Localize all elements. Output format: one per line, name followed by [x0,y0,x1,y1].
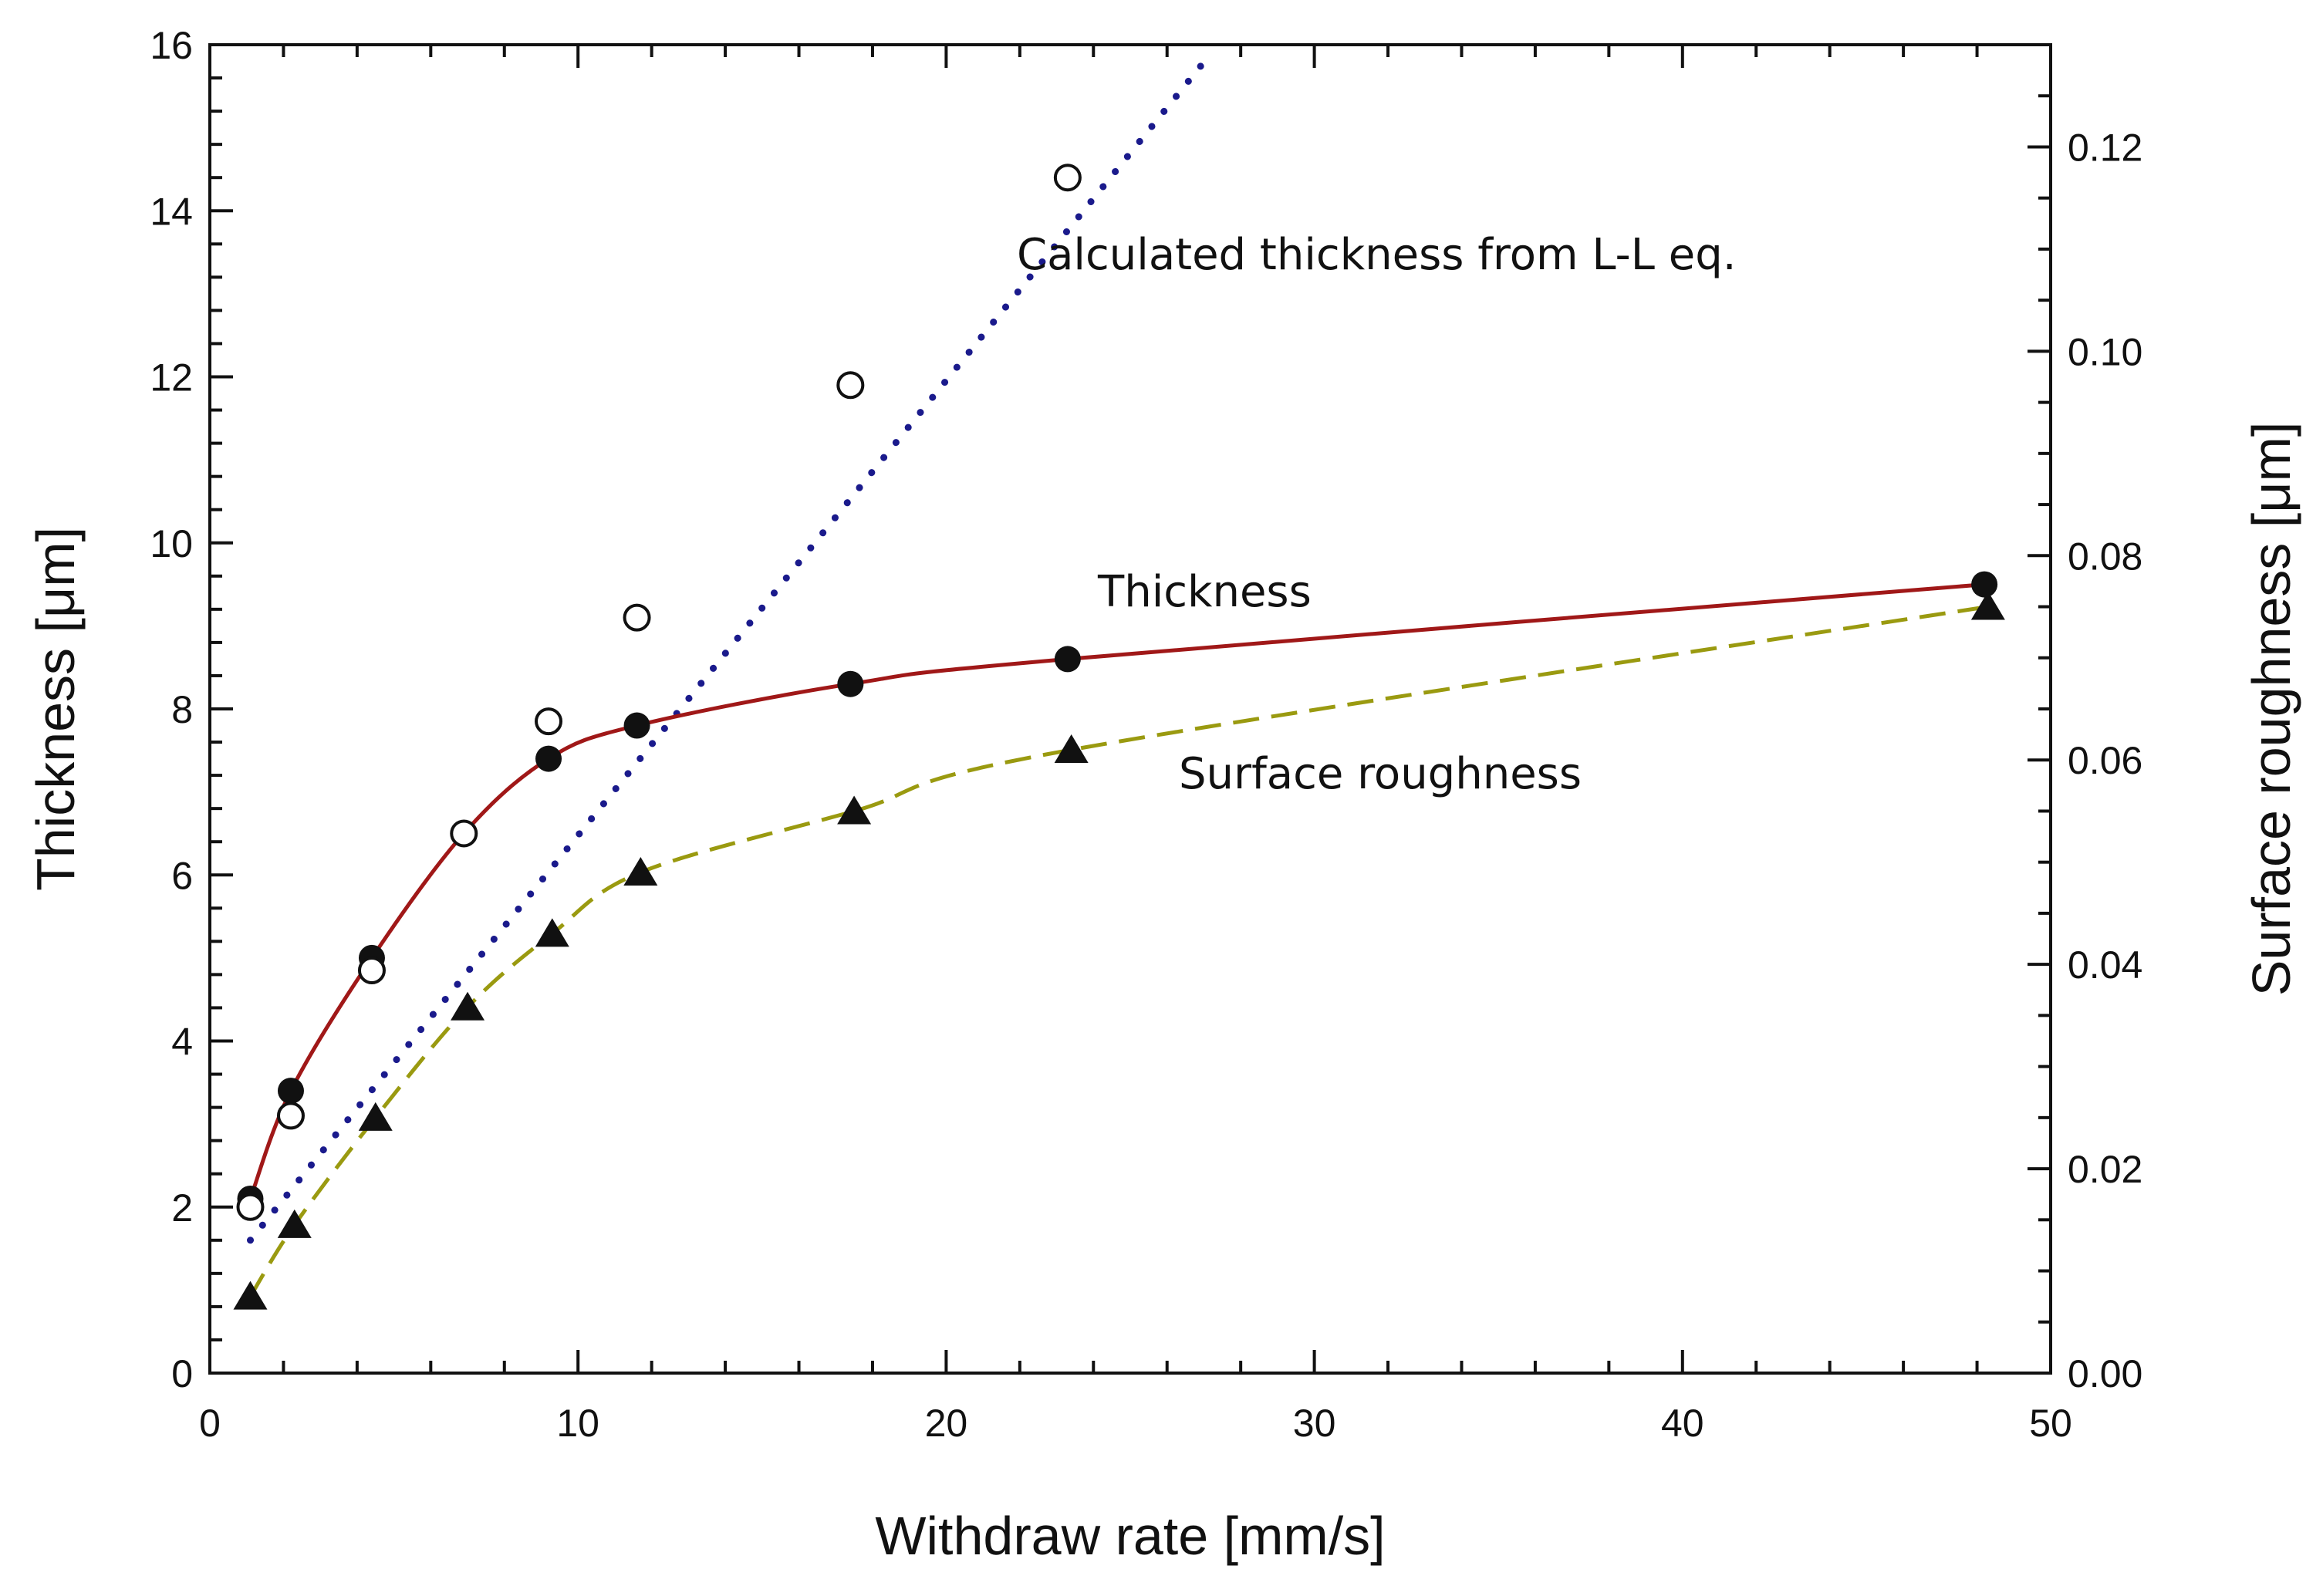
series-thickness-point [535,745,562,772]
series-roughness-point [233,1281,268,1310]
series-thickness-point [1054,646,1081,673]
marker-layer [233,164,2005,1310]
x-tick-label: 40 [1661,1402,1704,1445]
y2-tick-label: 0.04 [2068,943,2142,987]
y-ticks: 0 2 4 6 8 10 12 14 16 [150,24,233,1395]
y2-tick-label: 0.02 [2068,1148,2142,1191]
y2-tick-label: 0.06 [2068,739,2142,782]
series-roughness-point [837,795,872,825]
line-layer [248,582,1989,1298]
series-roughness-point [535,918,569,947]
series-calculated-point [357,957,386,985]
y-tick-label: 12 [150,356,193,400]
series-roughness-point [277,1209,312,1238]
series-calculated-point [836,371,865,400]
y-tick-label: 0 [171,1352,193,1395]
series-thickness-point [277,1078,304,1105]
y-tick-label: 14 [150,190,193,233]
y2-ticks: 0.00 0.02 0.04 0.06 0.08 0.10 0.12 [2028,43,2142,1395]
y-tick-label: 10 [150,522,193,565]
y-axis-title: Thickness [μm] [25,527,86,891]
y2-axis-title: Surface roughness [μm] [2241,422,2301,997]
y-tick-label: 4 [171,1021,193,1064]
series-calculated-point [450,819,478,848]
series-roughness-line [248,605,1989,1298]
y2-tick-label: 0.10 [2068,330,2142,373]
y2-tick-label: 0.00 [2068,1352,2142,1395]
series-thickness-point [623,712,650,739]
series-calculated-fit-line [246,49,1215,1244]
series-calculated-point [623,603,651,632]
annotation-thickness: Thickness [1097,567,1312,617]
series-calculated-point [1053,164,1082,192]
annotation-calculated: Calculated thickness from L-L eq. [1017,230,1737,280]
x-tick-label: 10 [556,1402,599,1445]
series-thickness-point [1971,571,1998,598]
series-roughness-point [623,856,658,886]
x-tick-label: 50 [2029,1402,2072,1445]
x-ticks: 0 10 20 30 40 50 [199,45,2072,1445]
y-tick-label: 8 [171,688,193,731]
series-thickness-line [248,582,1985,1200]
x-tick-label: 30 [1293,1402,1336,1445]
fit-layer [246,49,1215,1244]
y-tick-label: 2 [171,1186,193,1230]
series-calculated-point [535,707,563,736]
series-roughness-point [451,991,485,1021]
x-tick-label: 0 [199,1402,221,1445]
y2-tick-label: 0.08 [2068,535,2142,578]
x-axis-title: Withdraw rate [mm/s] [875,1506,1385,1566]
series-calculated-point [276,1102,305,1130]
y-tick-label: 6 [171,854,193,897]
y-tick-label: 16 [150,24,193,67]
series-roughness-point [1970,591,2005,620]
x-tick-label: 20 [925,1402,968,1445]
y2-tick-label: 0.12 [2068,126,2142,169]
series-roughness-point [358,1102,393,1131]
series-calculated-point [236,1193,265,1221]
annotation-roughness: Surface roughness [1179,749,1582,799]
series-roughness-point [1054,734,1089,763]
series-thickness-point [837,670,864,697]
